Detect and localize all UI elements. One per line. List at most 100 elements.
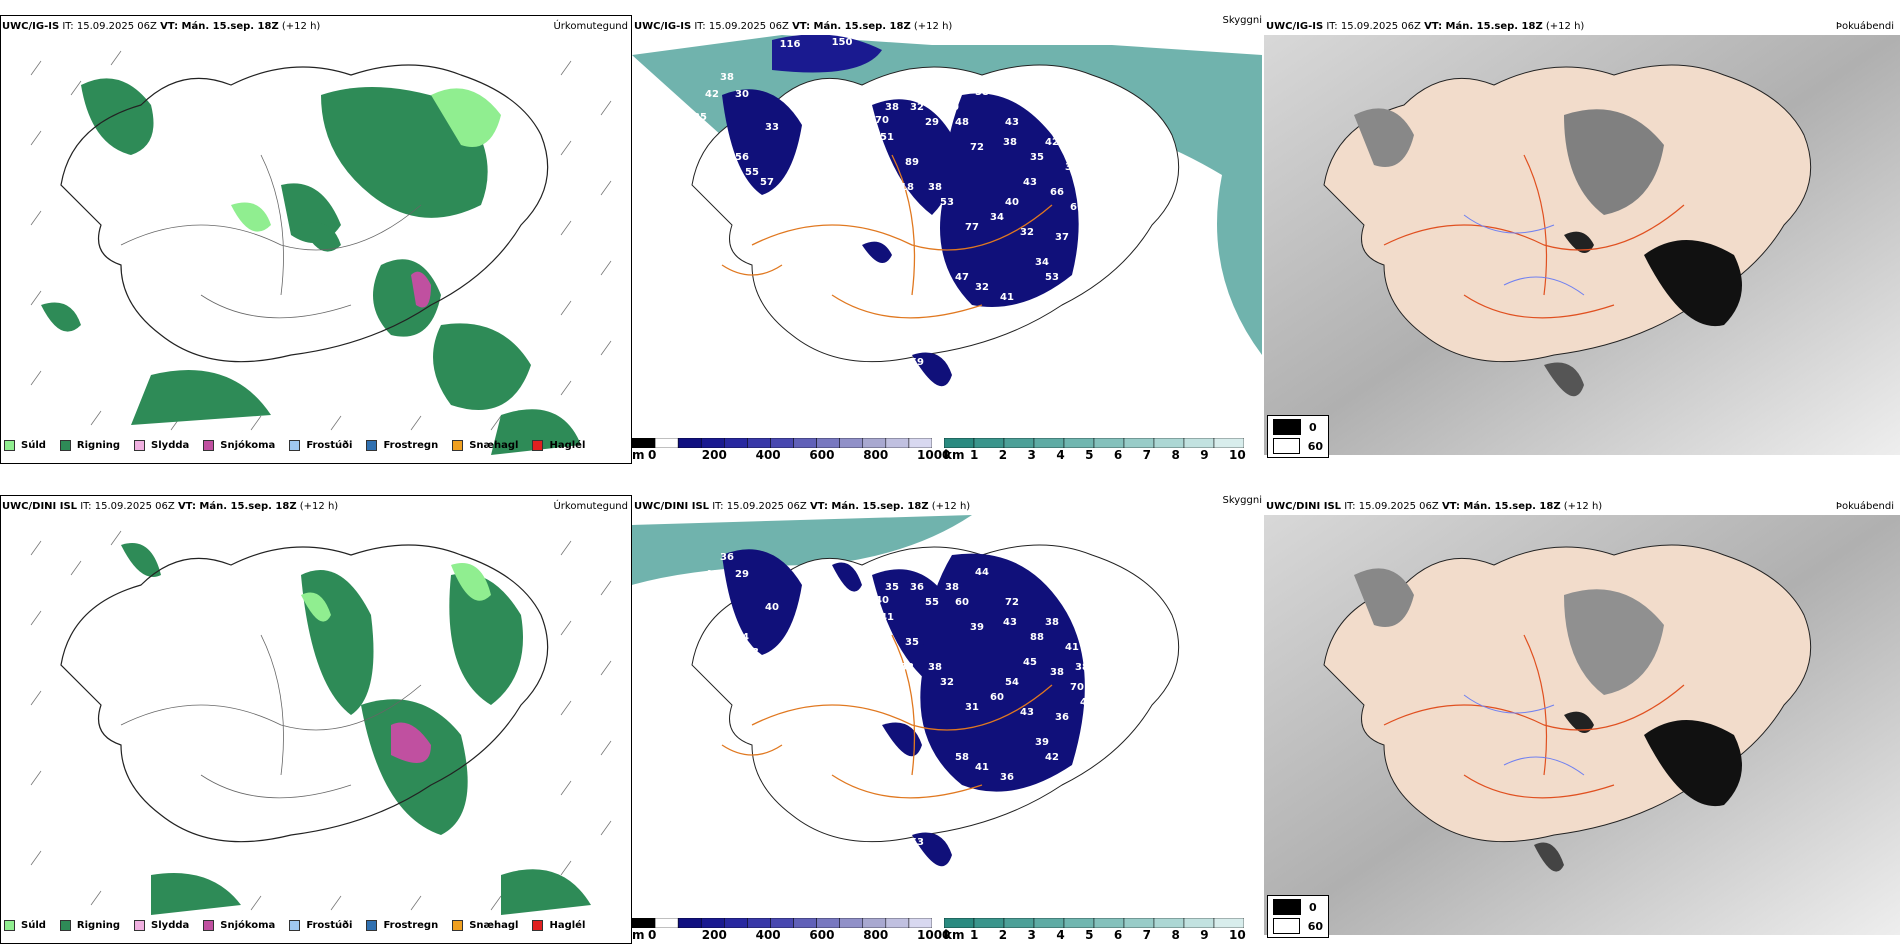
colorbar-tick: 5 — [1085, 448, 1094, 462]
fog-legend-row: 60 — [1273, 438, 1323, 454]
visibility-value: 40 — [945, 102, 959, 113]
legend-swatch — [203, 440, 215, 451]
legend-label: Súld — [21, 920, 46, 931]
km-colorbar-labels: km 1 2 3 4 5 6 7 8 9 10 — [944, 448, 1246, 464]
visibility-value: 32 — [890, 372, 904, 383]
colorbar-unit: km — [944, 928, 965, 942]
colorbar-segment — [1003, 438, 1035, 448]
colorbar-tick: 6 — [1113, 928, 1123, 942]
precip-patches — [41, 78, 581, 455]
colorbar-segment — [1033, 438, 1065, 448]
legend-label: Frostregn — [383, 920, 439, 931]
visibility-value: 46 — [940, 302, 954, 313]
visibility-value: 31 — [965, 702, 979, 713]
it-value: 15.09.2025 06Z — [726, 501, 807, 512]
colorbar-segment — [1183, 438, 1215, 448]
colorbar-tick: 3 — [1027, 448, 1036, 462]
visibility-value: 48 — [955, 117, 969, 128]
visibility-value: 34 — [1035, 257, 1049, 268]
visibility-value: 43 — [1020, 707, 1034, 718]
fog-panel-row1: UWC/IG-IS IT: 15.09.2025 06Z VT: Mán. 15… — [1264, 10, 1900, 470]
precip-patches — [121, 543, 591, 915]
visibility-panel-row1: UWC/IG-IS IT: 15.09.2025 06Z VT: Mán. 15… — [632, 10, 1264, 470]
colorbar-segment — [1033, 918, 1065, 928]
visibility-value: 44 — [735, 632, 749, 643]
colorbar-segment — [724, 438, 748, 448]
visibility-value: 40 — [705, 569, 719, 580]
it-label: IT: — [80, 501, 92, 512]
visibility-value: 72 — [1005, 597, 1019, 608]
colorbar-tick: 5 — [1085, 928, 1094, 942]
colorbar-segment — [1123, 438, 1155, 448]
colorbar-tick: 4 — [1056, 928, 1065, 942]
lead-time: (+12 h) — [281, 21, 321, 32]
visibility-panel-row2: UWC/DINI ISL IT: 15.09.2025 06Z VT: Mán.… — [632, 490, 1264, 950]
visibility-value: 41 — [975, 762, 989, 773]
legend-label: Frostregn — [383, 440, 439, 451]
height-colorbar: m 0 200 400 600 800 1000 — [632, 438, 950, 462]
legend-item: Snæhagl — [452, 920, 518, 931]
roads — [1383, 154, 1685, 319]
visibility-value: 48 — [1093, 707, 1107, 718]
precip-map — [30, 530, 612, 915]
fog-legend-swatch — [1273, 438, 1300, 454]
visibility-value: 32 — [975, 282, 989, 293]
visibility-value: 32 — [940, 677, 954, 688]
colorbar-segment — [839, 918, 864, 928]
colorbar-segment — [747, 438, 771, 448]
iceland-land — [691, 64, 1180, 363]
visibility-value: 55 — [925, 597, 939, 608]
visibility-value: 47 — [940, 782, 954, 793]
visibility-value: 18 — [1093, 227, 1107, 238]
fog-legend-row: 0 — [1273, 899, 1323, 915]
colorbar-tick: 1 — [970, 928, 979, 942]
colorbar-segment — [1063, 438, 1095, 448]
visibility-value: 38 — [1065, 162, 1079, 173]
visibility-value: 60 — [955, 597, 969, 608]
legend-label: Snæhagl — [469, 440, 519, 451]
colorbar-segment — [885, 438, 910, 448]
legend-item: Rigning — [59, 440, 120, 451]
visibility-value: 29 — [735, 569, 749, 580]
colorbar-tick: 600 — [809, 928, 835, 942]
panel-title: UWC/DINI ISL IT: 15.09.2025 06Z VT: Mán.… — [2, 501, 338, 512]
precip-panel-row1: UWC/IG-IS IT: 15.09.2025 06Z VT: Mán. 15… — [0, 10, 632, 470]
colorbar-segment — [839, 438, 864, 448]
legend-item: Frostúði — [289, 440, 352, 451]
precip-map-frame — [0, 15, 632, 464]
legend-swatch — [289, 920, 301, 931]
panel-type-label: Þokuábendi — [1835, 21, 1894, 32]
colorbar-unit: m — [632, 448, 645, 462]
legend-item: Haglél — [532, 920, 585, 931]
fog-legend-label: 0 — [1309, 420, 1317, 434]
colorbar-segment — [724, 918, 748, 928]
legend-swatch — [532, 920, 544, 931]
visibility-value: 38 — [928, 662, 942, 673]
visibility-value: 33 — [893, 342, 907, 353]
colorbar-segment — [944, 438, 975, 448]
model-name: UWC/DINI ISL — [2, 501, 78, 512]
colorbar-tick: 2 — [998, 448, 1008, 462]
visibility-value: 40 — [875, 595, 889, 606]
roads — [120, 154, 422, 319]
colorbar-segment — [677, 918, 702, 928]
visibility-value: 35 — [693, 112, 707, 123]
lead-time: (+12 h) — [913, 21, 953, 32]
it-value: 15.09.2025 06Z — [94, 501, 175, 512]
panel-type-label: Úrkomutegund — [553, 21, 628, 32]
visibility-value: 66 — [760, 657, 774, 668]
visibility-value: 53 — [910, 837, 924, 848]
visibility-value: 51 — [880, 132, 894, 143]
legend-swatch — [366, 920, 378, 931]
fog-legend-row: 60 — [1273, 918, 1323, 934]
colorbar-tick: 8 — [1171, 928, 1180, 942]
lead-time: (+12 h) — [1545, 21, 1585, 32]
visibility-value: 30 — [735, 89, 749, 100]
height-colorbar-labels: m 0 200 400 600 800 1000 — [632, 928, 950, 944]
visibility-value: 42 — [1045, 137, 1059, 148]
visibility-value: 32 — [910, 102, 924, 113]
visibility-value: 35 — [905, 637, 919, 648]
precip-legend: Súld Rigning Slydda Snjókoma Frostúði Frostre… — [4, 920, 599, 931]
visibility-value: 43 — [1003, 617, 1017, 628]
